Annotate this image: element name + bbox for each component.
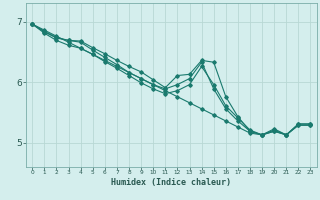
X-axis label: Humidex (Indice chaleur): Humidex (Indice chaleur) [111,178,231,187]
